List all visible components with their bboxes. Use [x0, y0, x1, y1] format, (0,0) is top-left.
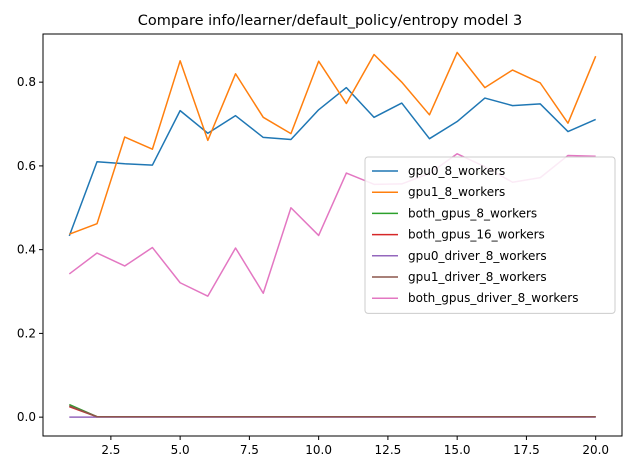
x-tick-label: 15.0 [444, 443, 471, 457]
x-tick-label: 20.0 [582, 443, 609, 457]
plot-frame [42, 33, 623, 437]
series-line-gpu1-8-workers [69, 51, 597, 235]
x-tick-label: 12.5 [375, 443, 402, 457]
series-line-both-gpus-16-workers [69, 405, 596, 418]
series-line-gpu0-8-workers [68, 86, 596, 237]
series-line-gpu1-driver-8-workers [69, 405, 596, 418]
legend-label: both_gpus_8_workers [408, 206, 537, 220]
y-tick-label: 0.6 [17, 159, 36, 173]
legend-label: both_gpus_driver_8_workers [408, 291, 578, 305]
y-tick-label: 0.4 [17, 243, 36, 257]
legend-label: both_gpus_16_workers [408, 228, 545, 242]
legend-label: gpu1_driver_8_workers [408, 270, 547, 284]
x-tick-label: 2.5 [101, 443, 120, 457]
x-axis: 2.5 5.0 7.5 10.0 12.5 15.0 17.5 20.0 [101, 436, 609, 457]
legend: gpu0_8_workers gpu1_8_workers both_gpus_8_… [364, 156, 616, 314]
plot-area [42, 33, 623, 437]
x-tick-label: 5.0 [171, 443, 190, 457]
legend-label: gpu0_driver_8_workers [408, 249, 547, 263]
y-tick-label: 0.8 [17, 75, 36, 89]
legend-label: gpu0_8_workers [408, 164, 505, 178]
x-tick-label: 17.5 [513, 443, 540, 457]
x-tick-label: 7.5 [240, 443, 259, 457]
y-tick-label: 0.2 [17, 326, 36, 340]
x-tick-label: 10.0 [305, 443, 332, 457]
y-tick-label: 0.0 [17, 410, 36, 424]
legend-label: gpu1_8_workers [408, 185, 505, 199]
series-line-both-gpus-8-workers [69, 403, 596, 418]
chart-title: Compare info/learner/default_policy/entr… [138, 13, 523, 29]
legend-box [364, 156, 616, 314]
y-axis: 0.0 0.2 0.4 0.6 0.8 [17, 75, 43, 424]
